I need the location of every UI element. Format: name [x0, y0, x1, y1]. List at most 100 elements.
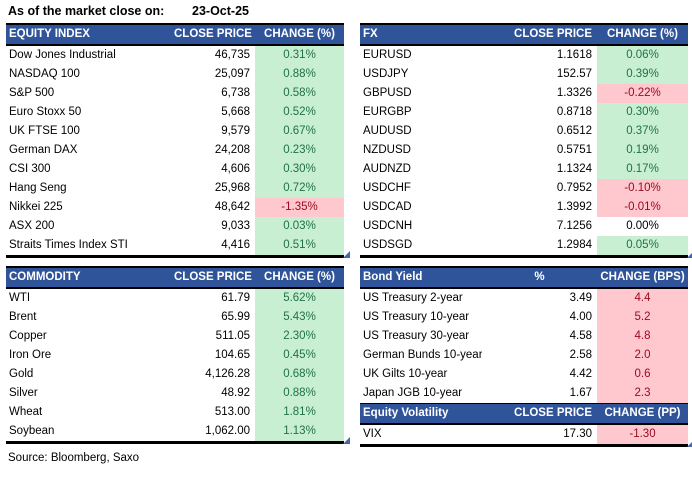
row-change: 5.62%	[255, 289, 344, 308]
bond-yield-body: US Treasury 2-year 3.49 4.4 US Treasury 10-…	[360, 289, 688, 403]
bond-row: German Bunds 10-year 2.58 2.0	[360, 346, 688, 365]
row-price: 48,642	[214, 201, 250, 213]
commodity-body: WTI 61.79 5.62% Brent 65.99 5.43% Copper 511.05…	[6, 289, 344, 441]
row-name: ASX 200	[9, 220, 55, 232]
equity-close-price-header: CLOSE PRICE	[174, 28, 252, 40]
equity-row: CSI 300 4,606 0.30%	[6, 160, 344, 179]
row-change: 0.67%	[255, 122, 344, 141]
row-name: VIX	[363, 428, 382, 440]
range-corner-marker-icon	[687, 251, 692, 258]
row-change: 0.58%	[255, 84, 344, 103]
row-change: 0.37%	[597, 122, 688, 141]
row-name: WTI	[9, 292, 31, 304]
row-change: -0.01%	[597, 198, 688, 217]
row-name: USDSGD	[363, 239, 413, 251]
row-name: German Bunds 10-year	[363, 349, 482, 361]
row-name: NZDUSD	[363, 144, 411, 156]
fx-row: USDCAD 1.3992 -0.01%	[360, 198, 688, 217]
row-change: 0.31%	[255, 46, 344, 65]
bond-row: Japan JGB 10-year 1.67 2.3	[360, 384, 688, 403]
row-name: Copper	[9, 330, 47, 342]
row-change: 0.03%	[255, 217, 344, 236]
row-name: UK FTSE 100	[9, 125, 80, 137]
row-name: US Treasury 2-year	[363, 292, 463, 304]
row-price: 2.58	[569, 349, 592, 361]
row-price: 0.6512	[556, 125, 592, 137]
row-change: 0.52%	[255, 103, 344, 122]
row-price: 511.05	[215, 330, 250, 342]
row-name: US Treasury 10-year	[363, 311, 470, 323]
row-change: 4.4	[597, 289, 688, 308]
equity-index-table: EQUITY INDEX CLOSE PRICE CHANGE (%) Dow …	[6, 23, 350, 258]
row-price: 9,033	[221, 220, 250, 232]
fx-table: FX CLOSE PRICE CHANGE (%) EURUSD 1.1618 0.…	[360, 23, 692, 258]
row-name: AUDUSD	[363, 125, 412, 137]
volatility-change-header: CHANGE (PP)	[604, 407, 681, 419]
commodity-row: Copper 511.05 2.30%	[6, 327, 344, 346]
row-change: 0.88%	[255, 384, 344, 403]
row-price: 48.92	[221, 387, 250, 399]
row-change: 0.45%	[255, 346, 344, 365]
row-change: 0.19%	[597, 141, 688, 160]
row-name: Euro Stoxx 50	[9, 106, 82, 118]
fx-row: USDCHF 0.7952 -0.10%	[360, 179, 688, 198]
row-price: 7.1256	[556, 220, 592, 232]
row-price: 25,097	[214, 68, 250, 80]
equity-row: Dow Jones Industrial 46,735 0.31%	[6, 46, 344, 65]
fx-row: USDSGD 1.2984 0.05%	[360, 236, 688, 255]
row-price: 4,416	[221, 239, 250, 251]
row-change: 5.2	[597, 308, 688, 327]
fx-row: NZDUSD 0.5751 0.19%	[360, 141, 688, 160]
row-price: 3.49	[569, 292, 592, 304]
row-price: 5,668	[221, 106, 250, 118]
volatility-row: VIX 17.30 -1.30	[360, 425, 688, 444]
row-price: 24,208	[214, 144, 250, 156]
source-note: Source: Bloomberg, Saxo	[8, 452, 140, 464]
bond-percent-header: %	[534, 271, 545, 283]
row-change: 0.72%	[255, 179, 344, 198]
as-of-date: 23-Oct-25	[192, 4, 249, 18]
fx-row: USDCNH 7.1256 0.00%	[360, 217, 688, 236]
row-change: -0.10%	[597, 179, 688, 198]
equity-volatility-title: Equity Volatility	[363, 407, 449, 419]
row-change: 0.06%	[597, 46, 688, 65]
equity-row: German DAX 24,208 0.23%	[6, 141, 344, 160]
fx-close-price-header: CLOSE PRICE	[514, 28, 592, 40]
commodity-close-price-header: CLOSE PRICE	[174, 271, 252, 283]
row-price: 4,606	[221, 163, 250, 175]
equity-volatility-header-row: Equity Volatility CLOSE PRICE CHANGE (PP…	[360, 403, 688, 425]
row-change: 2.3	[597, 384, 688, 403]
row-change: 5.43%	[255, 308, 344, 327]
row-price: 61.79	[221, 292, 250, 304]
row-change: 2.30%	[255, 327, 344, 346]
bond-row: UK Gilts 10-year 4.42 0.6	[360, 365, 688, 384]
bond-yield-title: Bond Yield	[363, 271, 423, 283]
row-price: 4.00	[569, 311, 592, 323]
row-change: 0.30%	[255, 160, 344, 179]
row-price: 152.57	[556, 68, 592, 80]
row-name: Silver	[9, 387, 38, 399]
equity-row: Nikkei 225 48,642 -1.35%	[6, 198, 344, 217]
bond-change-header: CHANGE (BPS)	[600, 271, 685, 283]
row-name: NASDAQ 100	[9, 68, 80, 80]
commodity-row: WTI 61.79 5.62%	[6, 289, 344, 308]
bond-row: US Treasury 2-year 3.49 4.4	[360, 289, 688, 308]
row-change: 0.51%	[255, 236, 344, 255]
row-change: 0.30%	[597, 103, 688, 122]
row-price: 1.2984	[556, 239, 592, 251]
bond-yield-header-row: Bond Yield % CHANGE (BPS)	[360, 268, 688, 289]
row-change: 0.23%	[255, 141, 344, 160]
row-price: 46,735	[214, 49, 250, 61]
equity-row: S&P 500 6,738 0.58%	[6, 84, 344, 103]
fx-body: EURUSD 1.1618 0.06% USDJPY 152.57 0.39% GBPUSD…	[360, 46, 688, 255]
row-price: 9,579	[221, 125, 250, 137]
row-name: Brent	[9, 311, 37, 323]
row-change: 0.39%	[597, 65, 688, 84]
commodity-header-row: COMMODITY CLOSE PRICE CHANGE (%)	[6, 268, 344, 289]
row-price: 1.1324	[556, 163, 592, 175]
row-name: Gold	[9, 368, 34, 380]
row-price: 4.42	[569, 368, 592, 380]
equity-row: NASDAQ 100 25,097 0.88%	[6, 65, 344, 84]
row-price: 1.3326	[556, 87, 592, 99]
row-name: S&P 500	[9, 87, 55, 99]
